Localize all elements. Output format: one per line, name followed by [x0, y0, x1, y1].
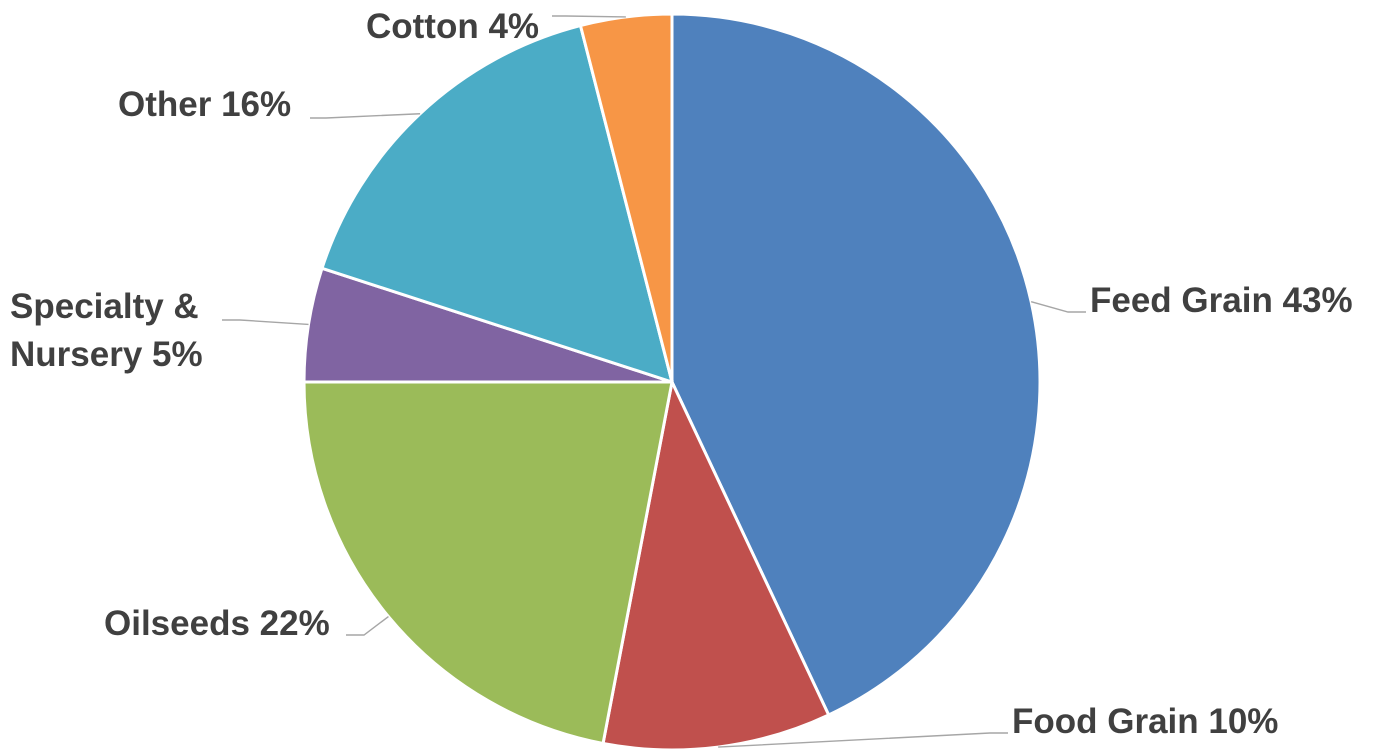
pie-slice-feed-grain [670, 12, 1042, 717]
leader-line-feed-grain [1030, 301, 1086, 313]
leader-line-cotton [552, 15, 626, 18]
data-label-specialty-nursery: Specialty & Nursery 5% [10, 287, 203, 374]
data-label-line: Specialty & [10, 287, 199, 326]
leader-line-oilseeds [346, 616, 389, 636]
data-label-food-grain: Food Grain 10% [1012, 702, 1278, 741]
leader-line-specialty-nursery [222, 319, 309, 326]
pie-labels: Feed Grain 43% Food Grain 10% Oilseeds 22%… [10, 7, 1353, 748]
data-label-other: Other 16% [118, 85, 291, 124]
leader-line-food-grain [718, 732, 1008, 748]
pie-slices [302, 12, 1042, 749]
data-label-cotton: Cotton 4% [366, 7, 539, 46]
data-label-oilseeds: Oilseeds 22% [104, 604, 330, 643]
leader-line-other [310, 113, 421, 119]
pie-slice-food-grain [601, 377, 831, 749]
data-label-line: Nursery 5% [10, 335, 203, 374]
data-label-feed-grain: Feed Grain 43% [1090, 281, 1353, 320]
